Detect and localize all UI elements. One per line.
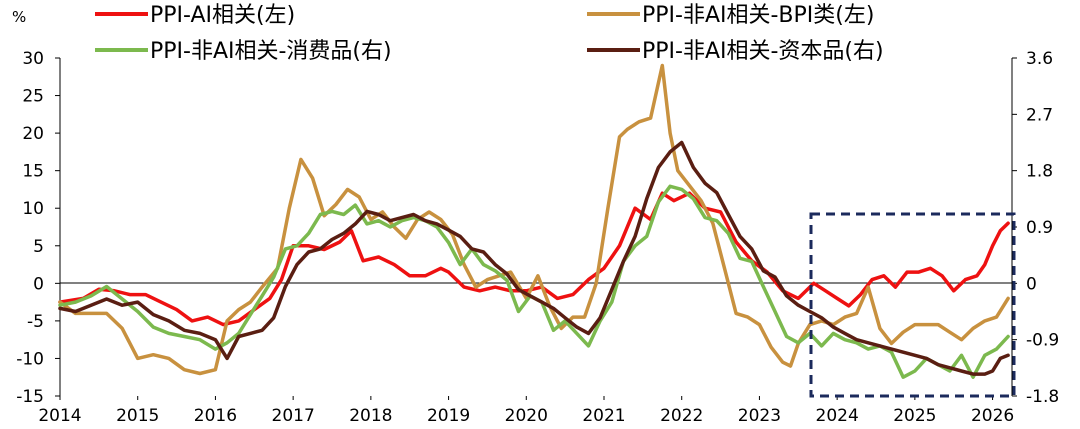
series-line-ai <box>58 191 1010 327</box>
right-tick-label: -1.8 <box>1026 387 1059 407</box>
legend-label-capital: PPI-非AI相关-资本品(右) <box>642 39 884 64</box>
x-axis-ticks: 2014 2015 2016 2017 2018 2019 2020 2021 2022 2023… <box>38 396 1014 426</box>
x-tick-label: 2019 <box>427 406 470 426</box>
left-tick-label: -10 <box>16 349 44 369</box>
left-tick-label: -5 <box>27 312 44 332</box>
series-layer <box>58 63 1010 379</box>
x-tick-label: 2026 <box>971 406 1014 426</box>
unit-label: % <box>12 8 26 26</box>
right-tick-label: 2.7 <box>1026 105 1053 125</box>
series-line-consumer <box>58 184 1010 379</box>
x-tick-label: 2023 <box>738 406 781 426</box>
legend-label-ai: PPI-AI相关(左) <box>150 3 295 28</box>
legend: PPI-AI相关(左) PPI-非AI相关-BPI类(左) PPI-非AI相关-… <box>95 3 884 64</box>
x-tick-label: 2025 <box>893 406 936 426</box>
series-line-capital <box>58 140 1010 376</box>
x-tick-label: 2014 <box>38 406 81 426</box>
right-tick-label: -0.9 <box>1026 331 1059 351</box>
left-axis-ticks: 30 25 20 15 10 5 0 -5 -10 -15 <box>16 49 60 407</box>
x-tick-label: 2022 <box>660 406 703 426</box>
left-tick-label: 15 <box>22 162 44 182</box>
left-tick-label: 30 <box>22 49 44 69</box>
x-tick-label: 2024 <box>816 406 859 426</box>
highlight-box <box>809 212 1016 398</box>
x-tick-label: 2018 <box>349 406 392 426</box>
x-tick-label: 2017 <box>272 406 315 426</box>
right-axis-ticks: 3.6 2.7 1.8 0.9 0 -0.9 -1.8 <box>1012 49 1059 407</box>
series-line-bpi <box>58 63 1010 376</box>
right-tick-label: 3.6 <box>1026 49 1053 69</box>
left-tick-label: 10 <box>22 199 44 219</box>
right-tick-label: 0.9 <box>1026 218 1053 238</box>
x-tick-label: 2021 <box>582 406 625 426</box>
right-tick-label: 1.8 <box>1026 162 1053 182</box>
left-tick-label: 5 <box>33 237 44 257</box>
left-tick-label: 25 <box>22 87 44 107</box>
legend-label-consumer: PPI-非AI相关-消费品(右) <box>150 39 392 64</box>
legend-label-bpi: PPI-非AI相关-BPI类(左) <box>642 3 874 28</box>
x-tick-label: 2015 <box>116 406 159 426</box>
left-tick-label: 20 <box>22 124 44 144</box>
left-tick-label: 0 <box>33 274 44 294</box>
left-tick-label: -15 <box>16 387 44 407</box>
x-tick-label: 2016 <box>194 406 237 426</box>
right-tick-label: 0 <box>1026 274 1037 294</box>
x-tick-label: 2020 <box>505 406 548 426</box>
